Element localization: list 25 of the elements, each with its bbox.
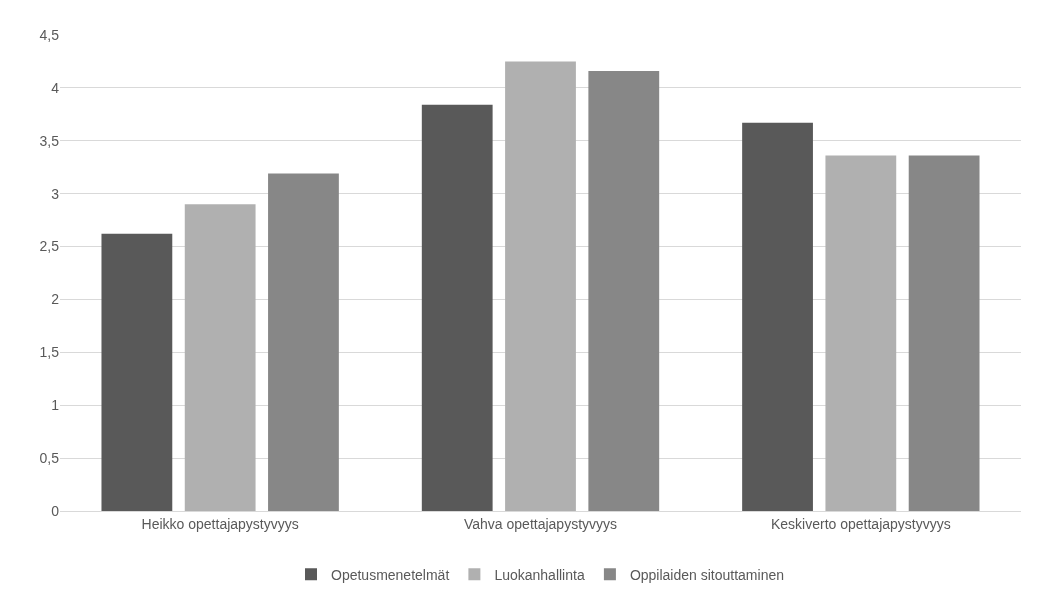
y-tick-label: 4 bbox=[51, 79, 60, 96]
y-tick-label: 2 bbox=[51, 291, 60, 308]
x-tick-label: Heikko opettajapystyvyys bbox=[141, 515, 299, 532]
x-tick-label: Keskiverto opettajapystyvyys bbox=[770, 515, 951, 532]
legend-label: Oppilaiden sitouttaminen bbox=[629, 566, 785, 583]
bar bbox=[421, 104, 493, 511]
y-tick-label: 1 bbox=[51, 397, 60, 414]
bar bbox=[101, 233, 173, 511]
y-tick-label: 3,5 bbox=[39, 132, 60, 149]
bar bbox=[742, 122, 813, 511]
bar bbox=[184, 204, 256, 511]
legend-label: Luokanhallinta bbox=[494, 566, 585, 583]
bar bbox=[908, 155, 980, 511]
y-tick-label: 2,5 bbox=[39, 238, 60, 255]
bar bbox=[588, 70, 660, 511]
legend-label: Opetusmenetelmät bbox=[331, 566, 450, 583]
bar bbox=[268, 173, 339, 511]
y-tick-label: 3 bbox=[51, 185, 60, 202]
y-tick-label: 0 bbox=[51, 502, 60, 519]
y-tick-label: 4,5 bbox=[39, 26, 60, 43]
bar bbox=[505, 61, 576, 511]
y-tick-label: 1,5 bbox=[39, 344, 60, 361]
y-tick-label: 0,5 bbox=[39, 450, 60, 467]
bar bbox=[825, 155, 897, 511]
x-tick-label: Vahva opettajapystyvyys bbox=[463, 515, 618, 532]
